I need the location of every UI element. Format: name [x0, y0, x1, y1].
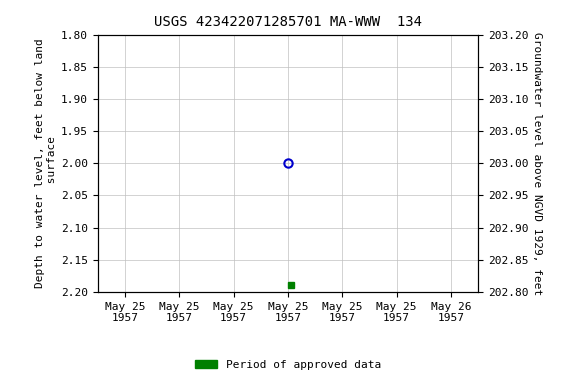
Y-axis label: Depth to water level, feet below land
 surface: Depth to water level, feet below land su…	[36, 38, 57, 288]
Title: USGS 423422071285701 MA-WWW  134: USGS 423422071285701 MA-WWW 134	[154, 15, 422, 29]
Y-axis label: Groundwater level above NGVD 1929, feet: Groundwater level above NGVD 1929, feet	[532, 31, 542, 295]
Legend: Period of approved data: Period of approved data	[191, 356, 385, 375]
